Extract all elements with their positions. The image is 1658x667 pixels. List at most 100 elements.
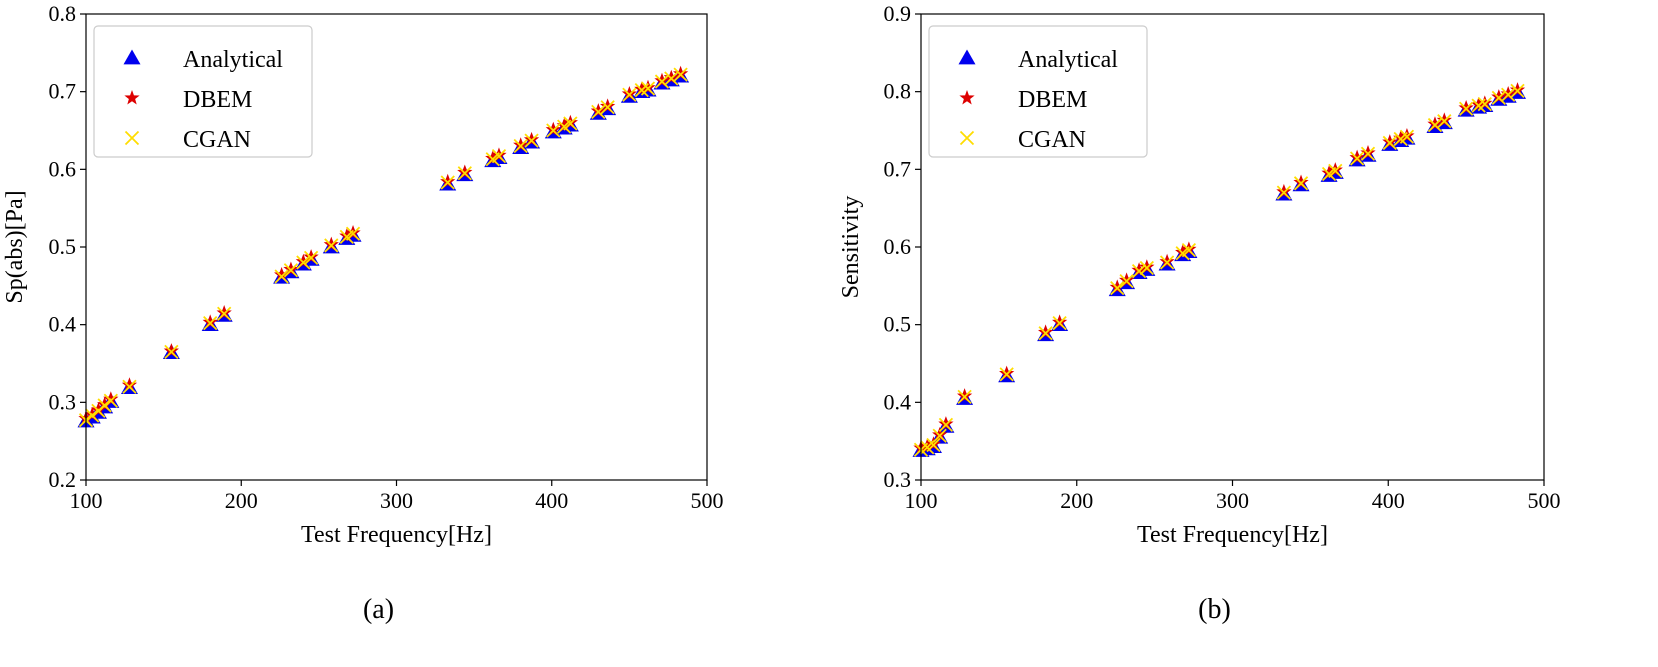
legend: Analytical DBEM CGAN [93,25,313,158]
data-point-dbem [621,86,637,101]
data-point-cgan [1293,176,1309,191]
data-point-cgan [283,263,299,278]
data-point-dbem [523,131,540,147]
data-point-dbem [1491,89,1507,104]
data-point-dbem [919,438,935,454]
x-tick-label: 200 [1060,488,1093,513]
y-tick-label: 0.9 [884,1,912,26]
data-point-dbem [345,225,361,240]
legend-marker-analytical [958,49,976,65]
data-point-dbem [440,173,456,189]
data-point-cgan [217,306,232,321]
data-point-cgan [640,81,656,96]
y-tick-label: 0.6 [49,156,77,181]
data-point-dbem [957,388,973,403]
data-point-dbem [1509,82,1526,97]
data-point-dbem [1470,96,1487,112]
data-point-cgan [345,226,361,241]
x-tick-label: 400 [535,488,568,513]
data-point-cgan [1437,114,1452,129]
data-point-cgan [1159,255,1175,270]
data-point-dbem [1477,95,1493,110]
data-point-cgan [591,104,606,119]
data-point-cgan [1052,315,1067,331]
data-point-cgan [1458,101,1474,116]
legend-label-dbem: DBEM [183,87,252,113]
x-tick-label: 500 [691,488,724,513]
data-point-dbem [925,436,942,451]
data-point-cgan [103,393,118,408]
data-point-dbem [556,117,572,133]
chart-panel-b: 100 200 300 400 500 0.3 0.4 0.5 0.6 0.7 0.8 0.9 Test… [838,1,1561,625]
data-point-cgan [1181,242,1197,258]
y-tick-label: 0.3 [884,467,912,492]
legend: Analytical DBEM CGAN [928,25,1148,158]
data-point-dbem [1118,272,1135,287]
data-point-dbem [274,266,290,282]
data-point-dbem [562,114,578,130]
data-point-dbem [457,164,473,179]
y-tick-label: 0.4 [884,389,912,414]
data-point-cgan [1038,326,1053,341]
data-point-cgan [1131,263,1147,279]
data-point-dbem [654,72,670,88]
data-point-cgan [664,71,679,86]
data-point-dbem [1052,314,1068,329]
data-point-dbem [1349,149,1365,165]
x-tick-label: 100 [905,488,938,513]
y-tick-label: 0.4 [49,312,77,337]
data-point-dbem [1393,130,1409,145]
y-tick-label: 0.6 [884,234,912,259]
data-point-dbem [932,426,948,442]
series-dbem [913,82,1526,455]
data-point-dbem [1037,324,1054,339]
data-point-dbem [1109,279,1125,294]
data-point-cgan [673,67,688,82]
data-point-dbem [1175,244,1191,259]
data-point-dbem [1181,241,1197,256]
legend-marker-dbem [124,90,140,105]
data-point-cgan [122,379,137,394]
y-tick-label: 0.3 [49,389,77,414]
panel-caption: (a) [363,594,394,625]
data-point-dbem [1427,116,1443,131]
data-point-cgan [1491,90,1506,106]
legend-marker-dbem [959,90,975,105]
data-point-dbem [121,377,138,392]
x-axis-label: Test Frequency[Hz] [301,522,492,548]
data-point-dbem [1500,86,1516,101]
data-point-dbem [303,249,319,264]
data-point-dbem [1458,99,1474,115]
legend-label-cgan: CGAN [1018,127,1086,153]
data-point-cgan [1276,185,1292,200]
legend-label-cgan: CGAN [183,127,251,153]
data-point-dbem [295,253,311,269]
data-point-cgan [1328,163,1343,179]
y-tick-label: 0.5 [884,312,912,337]
data-point-cgan [1399,129,1415,144]
data-point-dbem [1293,174,1309,190]
legend-label-dbem: DBEM [1018,87,1087,113]
x-tick-label: 400 [1372,488,1405,513]
x-axis-label: Test Frequency[Hz] [1137,522,1328,548]
data-point-dbem [103,391,119,406]
data-point-cgan [654,74,670,89]
data-point-cgan [563,116,578,131]
data-point-dbem [283,261,299,276]
data-point-cgan [1360,146,1376,161]
data-point-dbem [491,147,507,162]
data-point-cgan [324,238,339,253]
data-point-cgan [600,100,615,115]
data-point-cgan [1427,117,1443,133]
chart-panel-a: 100 200 300 400 500 0.2 0.3 0.4 0.5 0.6 0.7 0.8 Test… [2,1,724,625]
data-point-cgan [524,133,539,148]
data-point-dbem [640,79,656,95]
data-point-cgan [957,389,972,405]
data-point-cgan [1349,151,1365,166]
data-point-cgan [1139,260,1154,276]
data-point-cgan [1501,87,1516,102]
y-tick-label: 0.8 [49,1,77,26]
data-point-dbem [216,305,232,320]
legend-label-analytical: Analytical [183,47,283,73]
